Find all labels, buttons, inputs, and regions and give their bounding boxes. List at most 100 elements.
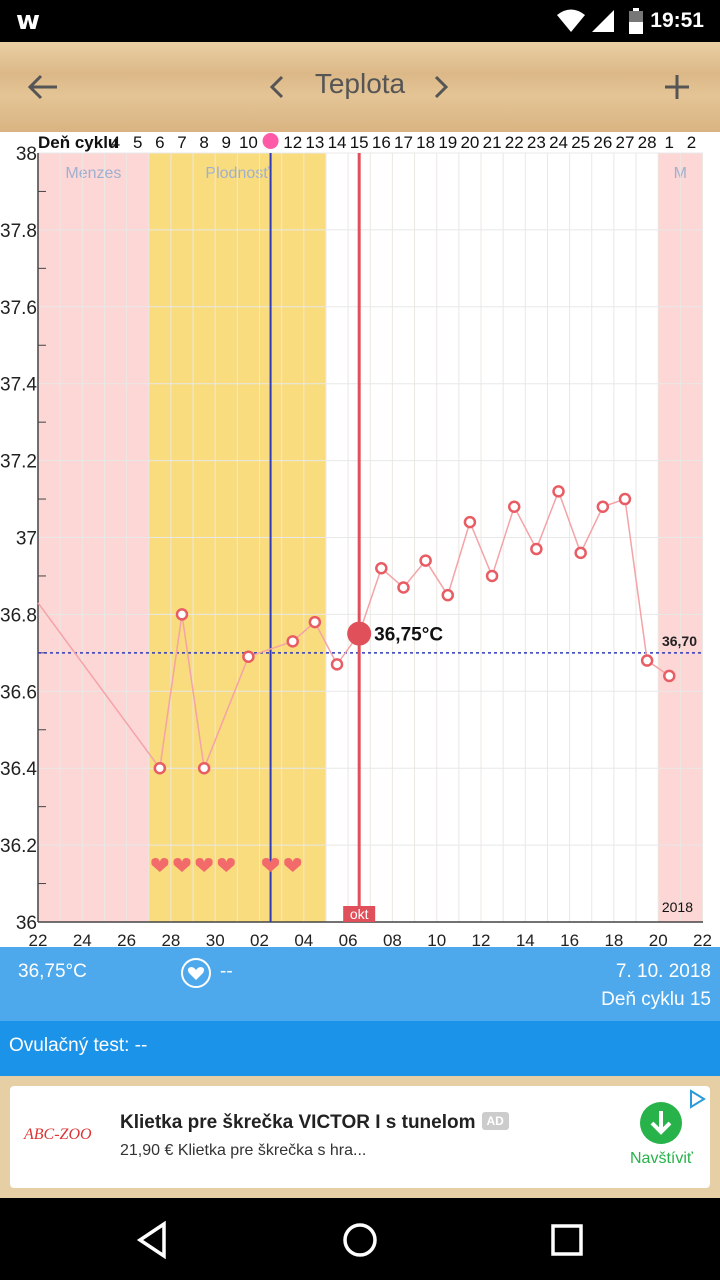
temperature-point-day-14 [330,658,344,671]
y-tick-0: 38 [16,144,37,165]
temperature-point-day-10 [242,650,255,663]
x-date-15: 22 [693,931,712,947]
ovulation-test-bar[interactable]: Ovulačný test: -- [0,1021,720,1076]
app-logo-icon: w [16,6,41,36]
cycle-day-6: 6 [155,133,164,152]
clock: 19:51 [650,9,704,32]
x-date-6: 04 [294,931,313,947]
temperature-point-day-13 [308,615,322,629]
back-nav-icon[interactable] [132,1218,176,1262]
temperature-point-day-27 [618,492,632,506]
cycle-day-28: 28 [638,133,657,152]
cycle-day-1: 1 [665,133,674,152]
lead-in-segment [37,602,161,769]
cycle-day-25: 25 [571,133,590,152]
cycle-day-2: 2 [687,133,696,152]
wifi-icon [557,9,585,32]
arrow-left-icon [27,74,57,100]
cycle-day-20: 20 [460,133,479,152]
temperature-point-day-12 [286,635,299,648]
back-button[interactable] [16,60,70,114]
heart-icon-day-6 [151,858,169,872]
temperature-point-day-7 [175,608,189,621]
download-icon[interactable] [640,1102,682,1144]
temperature-point-day-18 [419,554,432,567]
x-date-10: 12 [472,931,491,947]
cycle-day-17: 17 [394,133,413,152]
add-button[interactable] [650,60,704,114]
temperature-point-day-17 [397,581,410,594]
ad-banner[interactable]: ABC-ZOO Klietka pre škrečka VICTOR I s t… [10,1086,710,1188]
heart-icon-day-11 [262,858,280,872]
y-tick-9: 36.2 [0,836,37,857]
ad-headline-text: Klietka pre škrečka VICTOR I s tunelom [120,1112,476,1133]
cycle-day-4: 4 [111,133,120,152]
ad-description: 21,90 € Klietka pre škrečka s hra... [120,1142,367,1159]
cycle-day-14: 14 [328,133,347,152]
selected-temperature-point [347,621,372,646]
x-date-5: 02 [250,931,269,947]
chevron-left-icon [269,75,284,99]
ovulation-test-label: Ovulačný test: -- [9,1035,148,1056]
cycle-day-10: 10 [239,133,258,152]
chevron-right-icon [434,75,449,99]
temperature-point-day-22 [507,500,521,513]
ad-headline[interactable]: Klietka pre škrečka VICTOR I s tunelom AD [120,1112,509,1134]
selected-cycle-day: Deň cyklu 15 [601,989,711,1010]
month-marker-bg [343,906,376,922]
cycle-day-8: 8 [199,133,208,152]
selected-date: 7. 10. 2018 [615,961,711,982]
y-tick-8: 36.4 [0,759,37,780]
ad-choices-icon[interactable] [686,1088,708,1110]
next-button[interactable] [414,60,468,114]
x-date-4: 30 [206,931,225,947]
heart-icon-day-9 [217,858,235,872]
y-tick-2: 37.6 [0,298,37,319]
cycle-day-24: 24 [549,133,568,152]
cycle-day-7: 7 [177,133,186,152]
temperature-point-day-26 [596,500,610,513]
selected-point-label: 36,75°C [374,625,443,646]
x-date-7: 06 [339,931,358,947]
home-nav-icon[interactable] [338,1218,382,1262]
y-tick-10: 36 [16,913,37,934]
temperature-point-day-25 [574,546,587,560]
cycle-day-26: 26 [593,133,612,152]
heart-icon-day-8 [195,858,213,872]
temperature-point-day-29 [663,669,676,683]
x-date-8: 08 [383,931,402,947]
x-date-14: 20 [649,931,668,947]
y-tick-1: 37.8 [0,221,37,242]
intercourse-value: -- [220,961,233,982]
heart-icon[interactable] [180,957,212,989]
x-date-0: 22 [29,931,48,947]
y-tick-5: 37 [16,529,37,550]
temperature-point-day-24 [552,485,565,498]
temperature-chart[interactable]: Menzes Plodnosť M3837.837.637.437.23736.83… [0,132,720,947]
recents-nav-icon[interactable] [545,1218,589,1262]
cycle-day-21: 21 [483,133,502,152]
x-date-13: 18 [604,931,623,947]
battery-icon [629,8,643,34]
previous-button[interactable] [250,60,304,114]
month-marker: okt [350,906,369,922]
page-title: Teplota [314,68,406,99]
temperature-point-day-19 [441,588,455,602]
ad-brand-logo: ABC-ZOO [24,1126,92,1143]
cycle-day-12: 12 [283,133,302,152]
temperature-point-day-20 [463,515,477,529]
ad-badge: AD [481,1112,509,1130]
x-date-12: 16 [560,931,579,947]
status-bar: w 19:51 [0,0,720,42]
heart-icon-day-12 [284,858,302,872]
selected-temperature: 36,75°C [18,961,87,982]
cycle-day-16: 16 [372,133,391,152]
y-tick-7: 36.6 [0,682,37,703]
cycle-day-27: 27 [616,133,635,152]
y-tick-6: 36.8 [0,605,37,626]
cover-line-label: 36,70 [662,633,697,649]
ovulation-marker-icon [262,133,279,149]
ad-cta-button[interactable]: Navštíviť [630,1150,693,1167]
cycle-day-9: 9 [222,133,231,152]
zone-label-0: Menzes [65,165,121,182]
